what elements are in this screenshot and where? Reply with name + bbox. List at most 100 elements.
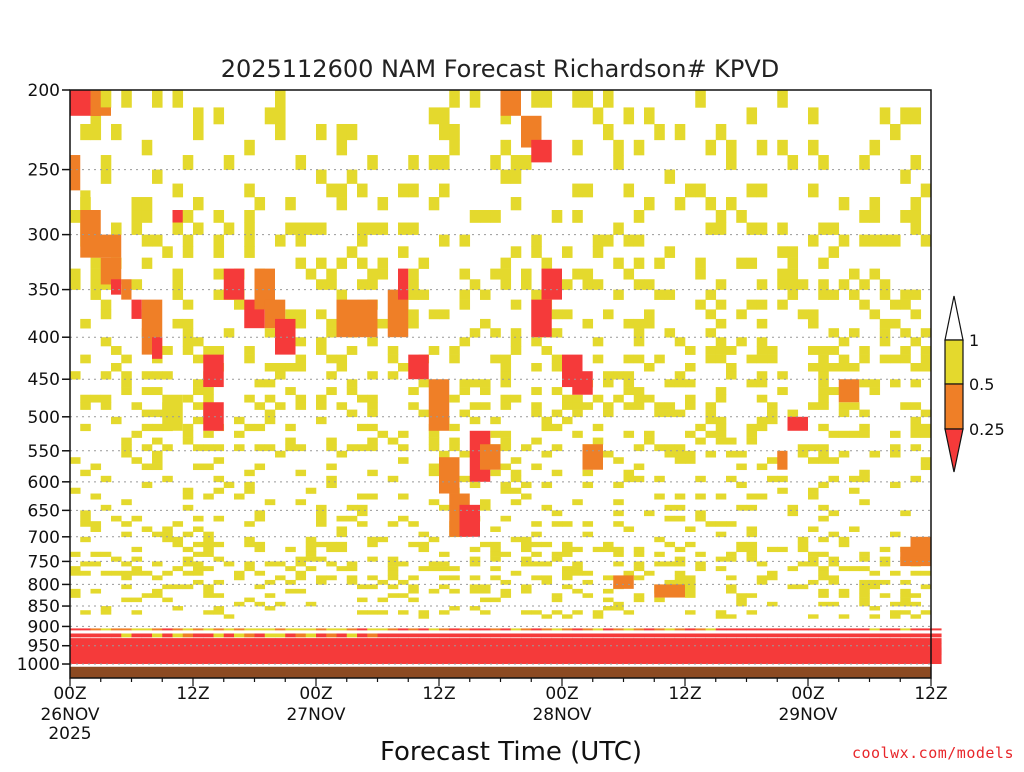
heatmap-cell xyxy=(377,628,389,631)
heatmap-cell xyxy=(859,628,870,631)
y-axis: 1000950900850800750700650600550500450400… xyxy=(17,81,70,675)
heatmap-cell xyxy=(275,561,286,567)
heatmap-cell xyxy=(521,268,532,280)
heatmap-cell xyxy=(152,437,163,445)
heatmap-cell xyxy=(131,633,143,638)
heatmap-cell xyxy=(910,570,922,576)
heatmap-cell xyxy=(500,463,512,471)
heatmap-cell xyxy=(500,363,512,372)
heatmap-cell xyxy=(818,504,829,511)
heatmap-cell xyxy=(664,450,676,458)
heatmap-cell xyxy=(264,647,276,655)
heatmap-cell xyxy=(244,597,255,603)
heatmap-cell xyxy=(623,318,635,329)
heatmap-cell xyxy=(193,354,204,364)
heatmap-cell xyxy=(633,354,645,364)
heatmap-cell xyxy=(152,450,163,458)
heatmap-cell xyxy=(664,649,676,665)
heatmap-cell xyxy=(633,257,645,269)
heatmap-cell xyxy=(316,647,327,655)
heatmap-cell xyxy=(70,647,81,655)
heatmap-cell xyxy=(838,588,850,594)
heatmap-cell xyxy=(808,493,819,500)
heatmap-cell xyxy=(275,123,286,141)
heatmap-cell xyxy=(715,394,727,403)
heatmap-cell xyxy=(428,649,440,665)
heatmap-cell xyxy=(736,628,747,631)
heatmap-cell xyxy=(367,444,378,452)
heatmap-cell xyxy=(418,289,430,300)
heatmap-cell xyxy=(469,379,481,388)
heatmap-cell xyxy=(879,647,891,655)
heatmap-patch xyxy=(203,402,224,431)
color-legend: 10.50.25 xyxy=(944,295,1005,473)
heatmap-cell xyxy=(859,475,870,483)
heatmap-cell xyxy=(439,504,450,511)
heatmap-cell xyxy=(910,337,922,347)
heatmap-cell xyxy=(797,647,809,655)
heatmap-cell xyxy=(879,556,891,562)
heatmap-cell xyxy=(254,628,266,631)
heatmap-cell xyxy=(367,155,378,170)
heatmap-cell xyxy=(254,423,266,432)
heatmap-cell xyxy=(172,566,184,572)
heatmap-cell xyxy=(152,463,163,471)
heatmap-cell xyxy=(316,541,327,548)
heatmap-cell xyxy=(141,387,153,396)
heatmap-cell xyxy=(746,257,758,269)
heatmap-cell xyxy=(182,493,194,500)
heatmap-cell xyxy=(767,546,778,553)
heatmap-cell xyxy=(70,628,81,631)
heatmap-cell xyxy=(295,318,307,329)
heatmap-cell xyxy=(469,633,481,638)
heatmap-cell xyxy=(541,257,553,269)
heatmap-cell xyxy=(787,268,799,280)
heatmap-cell xyxy=(264,579,276,585)
heatmap-cell xyxy=(418,257,430,269)
heatmap-cell xyxy=(182,647,194,655)
heatmap-cell xyxy=(541,649,553,665)
heatmap-cell xyxy=(111,649,122,665)
heatmap-cell xyxy=(838,593,850,598)
heatmap-cell xyxy=(100,169,112,184)
heatmap-cell xyxy=(756,354,768,364)
heatmap-cell xyxy=(510,169,522,184)
heatmap-cell xyxy=(203,647,214,655)
heatmap-cell xyxy=(521,155,532,170)
heatmap-cell xyxy=(756,642,768,650)
heatmap-cell xyxy=(603,546,614,553)
heatmap-cell xyxy=(90,628,102,631)
heatmap-cell xyxy=(777,139,788,156)
heatmap-cell xyxy=(900,402,911,410)
heatmap-cell xyxy=(910,197,922,211)
heatmap-cell xyxy=(521,536,532,543)
heatmap-cell xyxy=(480,649,491,665)
heatmap-cell xyxy=(500,487,512,494)
heatmap-cell xyxy=(510,475,522,483)
heatmap-cell xyxy=(326,481,337,489)
heatmap-cell xyxy=(695,551,706,557)
heatmap-cell xyxy=(408,402,419,410)
heatmap-cell xyxy=(777,649,788,665)
heatmap-cell xyxy=(172,628,184,631)
heatmap-cell xyxy=(357,423,368,432)
heatmap-cell xyxy=(439,123,450,141)
heatmap-cell xyxy=(633,318,645,329)
heatmap-cell xyxy=(131,647,143,655)
heatmap-cell xyxy=(367,337,378,347)
heatmap-cell xyxy=(818,450,829,458)
heatmap-cell xyxy=(264,444,276,452)
heatmap-cell xyxy=(480,387,491,396)
heatmap-cell xyxy=(664,289,676,300)
heatmap-cell xyxy=(80,402,91,410)
heatmap-cell xyxy=(879,107,891,125)
heatmap-cell xyxy=(900,579,911,585)
heatmap-cell xyxy=(582,647,594,655)
heatmap-cell xyxy=(469,556,481,562)
heatmap-cell xyxy=(838,279,850,290)
heatmap-cell xyxy=(715,614,727,619)
heatmap-cell xyxy=(654,536,665,543)
heatmap-cell xyxy=(213,606,225,611)
heatmap-cell xyxy=(900,647,911,655)
heatmap-cell xyxy=(213,487,225,494)
